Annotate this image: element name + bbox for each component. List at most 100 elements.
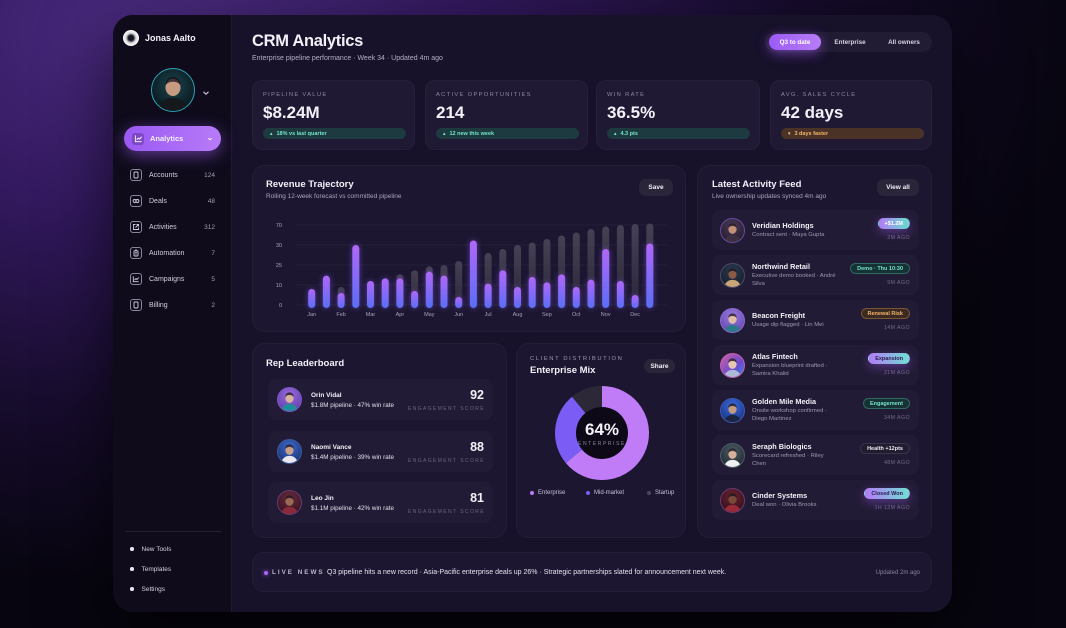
share-button[interactable]: Share bbox=[644, 359, 675, 373]
forecast-bar bbox=[616, 225, 624, 308]
x-tick-label: Apr bbox=[396, 312, 405, 318]
avatar-head bbox=[728, 448, 737, 459]
activity-item[interactable]: Northwind Retail Executive demo booked ·… bbox=[712, 255, 919, 295]
profile-avatar[interactable] bbox=[151, 68, 195, 112]
kpi-card-active-opportunities[interactable]: ACTIVE OPPORTUNITIES 214 12 new this wee… bbox=[425, 80, 588, 150]
activity-item[interactable]: Cinder Systems Deal won · Olivia Brooks … bbox=[712, 480, 919, 520]
sidebar-footer-label: Templates bbox=[141, 565, 172, 573]
activity-company: Northwind Retail bbox=[752, 261, 810, 271]
committed-bar bbox=[484, 283, 492, 308]
rep-score-label: ENGAGEMENT SCORE bbox=[407, 509, 485, 515]
y-tick-label: 30 bbox=[276, 243, 282, 249]
person-silhouette-icon bbox=[724, 267, 741, 287]
avatar-shoulders bbox=[724, 459, 741, 467]
kpi-label: ACTIVE OPPORTUNITIES bbox=[436, 92, 532, 98]
kpi-card-win-rate[interactable]: WIN RATE 36.5% 4.3 pts bbox=[596, 80, 760, 150]
avatar-head bbox=[728, 223, 737, 234]
panel-title: Rep Leaderboard bbox=[266, 358, 345, 369]
panel-title: Revenue Trajectory bbox=[266, 179, 354, 190]
rep-name: Leo Jin bbox=[311, 495, 334, 502]
sidebar-item-activities[interactable]: Activities 312 bbox=[124, 216, 221, 238]
tablet-icon bbox=[130, 169, 142, 181]
legend-dot bbox=[586, 491, 590, 495]
sidebar-item-billing[interactable]: Billing 2 bbox=[124, 294, 221, 316]
view-all-button[interactable]: View all bbox=[877, 179, 919, 196]
logo-ring-icon bbox=[123, 30, 139, 46]
filter-all-owners[interactable]: All owners bbox=[883, 34, 925, 50]
avatar-hair bbox=[285, 444, 294, 450]
avatar-hair bbox=[728, 402, 737, 408]
filter-q3-to-date[interactable]: Q3 to date bbox=[769, 34, 821, 50]
committed-bar bbox=[381, 278, 389, 308]
person-silhouette-icon bbox=[724, 447, 741, 467]
chevron-down-icon[interactable] bbox=[202, 89, 210, 97]
rep-row[interactable]: Orin Vidal $1.8M pipeline · 47% win rate… bbox=[268, 379, 493, 420]
kpi-card-pipeline-value[interactable]: PIPELINE VALUE $8.24M 18% vs last quarte… bbox=[252, 80, 415, 150]
x-tick-label: Jul bbox=[485, 312, 492, 318]
avatar-hair bbox=[165, 76, 181, 86]
activity-text: Northwind Retail Executive demo booked ·… bbox=[752, 255, 836, 295]
rep-row[interactable]: Naomi Vance $1.4M pipeline · 39% win rat… bbox=[268, 431, 493, 472]
committed-bar bbox=[425, 271, 433, 308]
sidebar-item-deals[interactable]: Deals 48 bbox=[124, 190, 221, 212]
y-tick-label: 70 bbox=[276, 223, 282, 229]
forecast-bar bbox=[514, 245, 521, 308]
activity-item[interactable]: Atlas Fintech Expansion blueprint drafte… bbox=[712, 345, 919, 385]
donut-slice-startup bbox=[572, 386, 603, 414]
filter-enterprise[interactable]: Enterprise bbox=[829, 34, 871, 50]
forecast-bar bbox=[528, 242, 536, 308]
activity-text: Cinder Systems Deal won · Olivia Brooks bbox=[752, 480, 836, 520]
activity-item[interactable]: Veridian Holdings Contract sent · Maya G… bbox=[712, 210, 919, 250]
committed-bar bbox=[543, 282, 551, 308]
news-ticker-text[interactable]: Q3 pipeline hits a new record · Asia-Pac… bbox=[327, 568, 727, 576]
committed-bar bbox=[631, 295, 639, 308]
kpi-delta-badge: 4.3 pts bbox=[607, 128, 750, 139]
kpi-card-avg-sales-cycle[interactable]: AVG. SALES CYCLE 42 days 3 days faster bbox=[770, 80, 932, 150]
rep-row[interactable]: Leo Jin $1.1M pipeline · 42% win rate 81… bbox=[268, 482, 493, 523]
revenue-chart: 0 10 25 30 70 Jan Feb Mar Apr May Jun Jul Aug Sep Oct… bbox=[276, 223, 667, 318]
activity-badge: Health +12pts bbox=[860, 443, 910, 454]
sidebar-footer-label: Settings bbox=[141, 585, 166, 593]
kpi-delta-badge: 12 new this week bbox=[436, 128, 579, 139]
sidebar-item-analytics[interactable]: Analytics bbox=[124, 126, 221, 151]
activity-item[interactable]: Golden Mile Media Onsite workshop confir… bbox=[712, 390, 919, 430]
sidebar-item-automation[interactable]: Automation 7 bbox=[124, 242, 221, 264]
activity-item[interactable]: Seraph Biologics Scorecard refreshed · R… bbox=[712, 435, 919, 475]
committed-bar bbox=[572, 287, 580, 308]
activity-badge: +$1.2M bbox=[877, 218, 910, 229]
activity-item[interactable]: Beacon Freight Usage dip flagged · Lin M… bbox=[712, 300, 919, 340]
x-tick-label: Dec bbox=[630, 312, 640, 318]
trend-up-icon bbox=[442, 131, 449, 137]
sidebar-item-count: 7 bbox=[211, 249, 215, 257]
avatar-shoulders bbox=[281, 506, 298, 514]
forecast-bar bbox=[440, 265, 448, 308]
sidebar-footer-settings[interactable]: Settings bbox=[128, 583, 165, 595]
sidebar-item-campaigns[interactable]: Campaigns 5 bbox=[124, 268, 221, 290]
rep-detail: $1.1M pipeline · 42% win rate bbox=[311, 505, 394, 512]
leaderboard-panel: Rep Leaderboard Orin Vidal $1.8M pipelin… bbox=[252, 343, 507, 538]
avatar bbox=[720, 487, 745, 513]
activity-time: 2M AGO bbox=[887, 235, 910, 241]
sidebar-footer-new-tools[interactable]: New Tools bbox=[128, 543, 171, 555]
kpi-label: PIPELINE VALUE bbox=[263, 92, 328, 98]
committed-bar bbox=[322, 275, 330, 308]
committed-bar bbox=[367, 281, 374, 308]
sidebar-item-label: Billing bbox=[149, 301, 168, 309]
avatar-head bbox=[165, 78, 181, 97]
committed-bar bbox=[646, 243, 654, 308]
sidebar-footer-templates[interactable]: Templates bbox=[128, 563, 171, 575]
activity-panel: Latest Activity Feed Live ownership upda… bbox=[697, 165, 932, 538]
activity-badge: Renewal Risk bbox=[860, 308, 910, 319]
chevron-down-icon[interactable] bbox=[207, 136, 213, 142]
activity-detail: Scorecard refreshed · Riley Chen bbox=[752, 452, 824, 467]
person-silhouette-icon bbox=[724, 357, 741, 377]
activity-company: Beacon Freight bbox=[752, 310, 806, 320]
committed-bar bbox=[558, 274, 566, 308]
legend-item-mid-market: Mid-market bbox=[586, 490, 624, 496]
sidebar-item-accounts[interactable]: Accounts 124 bbox=[124, 164, 221, 186]
activity-detail: Executive demo booked · André Silva bbox=[752, 272, 836, 287]
legend-dot bbox=[530, 491, 534, 495]
avatar-hair bbox=[285, 392, 294, 398]
save-button[interactable]: Save bbox=[639, 179, 673, 196]
forecast-bar bbox=[425, 266, 433, 308]
